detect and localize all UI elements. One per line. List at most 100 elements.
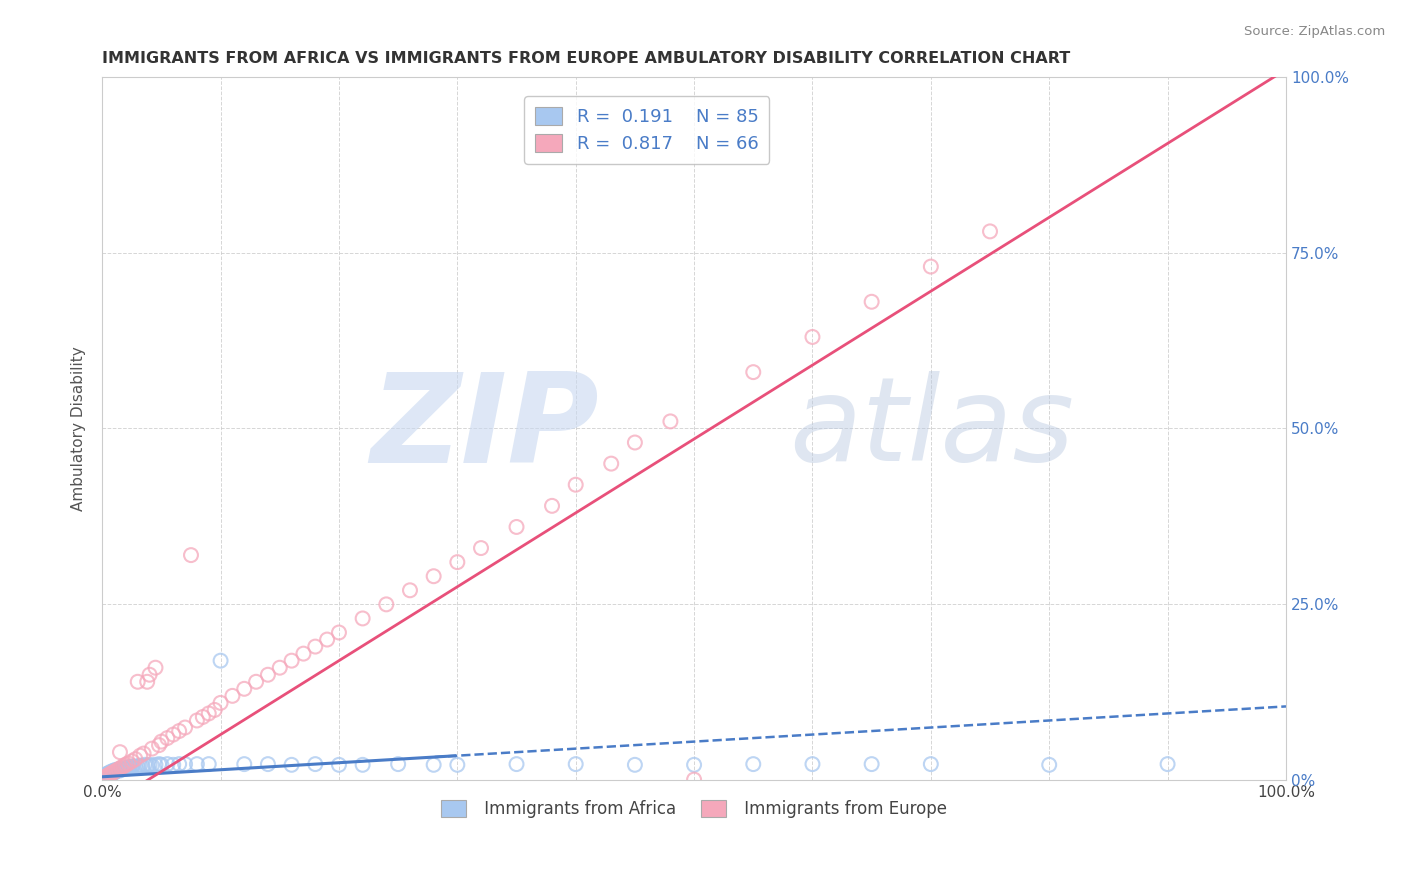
Point xyxy=(174,721,197,735)
Point xyxy=(103,764,125,779)
Point xyxy=(100,765,122,780)
Point xyxy=(100,767,122,781)
Point xyxy=(93,770,115,784)
Point xyxy=(624,757,647,772)
Point xyxy=(197,757,219,772)
Point xyxy=(920,757,942,772)
Point xyxy=(100,766,122,780)
Point xyxy=(115,761,138,775)
Point xyxy=(145,757,167,772)
Point xyxy=(683,772,706,787)
Point xyxy=(148,757,170,772)
Point xyxy=(280,757,302,772)
Point xyxy=(105,764,128,779)
Point xyxy=(121,754,143,768)
Point xyxy=(101,764,124,779)
Point xyxy=(683,757,706,772)
Point xyxy=(860,294,883,309)
Point xyxy=(103,764,125,778)
Point xyxy=(624,435,647,450)
Point xyxy=(136,674,159,689)
Point xyxy=(100,767,122,781)
Point xyxy=(209,654,232,668)
Point xyxy=(659,414,682,428)
Point xyxy=(257,667,280,681)
Point xyxy=(93,769,115,783)
Point xyxy=(93,772,115,787)
Point xyxy=(105,763,128,777)
Point xyxy=(97,766,120,780)
Point xyxy=(94,769,117,783)
Point xyxy=(191,710,214,724)
Point xyxy=(93,771,115,785)
Point xyxy=(304,757,326,772)
Point xyxy=(167,757,190,772)
Point xyxy=(107,762,129,776)
Point xyxy=(115,761,138,775)
Point xyxy=(100,767,122,781)
Point xyxy=(860,757,883,772)
Point xyxy=(97,772,120,786)
Point xyxy=(280,654,302,668)
Text: atlas: atlas xyxy=(789,371,1074,485)
Point xyxy=(96,767,118,781)
Point xyxy=(470,541,492,555)
Text: Source: ZipAtlas.com: Source: ZipAtlas.com xyxy=(1244,25,1385,38)
Point xyxy=(103,765,125,780)
Point xyxy=(221,689,243,703)
Point xyxy=(150,757,173,772)
Point xyxy=(446,555,468,569)
Point xyxy=(209,696,232,710)
Point xyxy=(145,661,167,675)
Point xyxy=(97,767,120,781)
Point xyxy=(100,764,122,779)
Point xyxy=(122,759,145,773)
Point xyxy=(115,757,138,772)
Point xyxy=(399,583,422,598)
Point xyxy=(108,745,131,759)
Point xyxy=(117,761,139,775)
Point xyxy=(110,761,132,775)
Point xyxy=(93,771,115,785)
Point xyxy=(979,224,1001,238)
Point xyxy=(117,756,139,771)
Point xyxy=(105,764,128,778)
Point xyxy=(98,767,121,781)
Point xyxy=(111,762,134,776)
Point xyxy=(129,748,152,763)
Point xyxy=(150,734,173,748)
Point xyxy=(136,758,159,772)
Point xyxy=(127,759,149,773)
Point xyxy=(742,365,765,379)
Point xyxy=(1156,757,1178,772)
Point xyxy=(121,760,143,774)
Point xyxy=(197,706,219,721)
Point xyxy=(100,766,122,780)
Point xyxy=(204,703,226,717)
Point xyxy=(93,772,115,786)
Point xyxy=(1038,757,1060,772)
Point xyxy=(97,769,120,783)
Point xyxy=(124,752,146,766)
Point xyxy=(422,569,444,583)
Point xyxy=(98,768,121,782)
Point xyxy=(141,741,163,756)
Point xyxy=(101,765,124,780)
Point xyxy=(96,770,118,784)
Point xyxy=(94,770,117,784)
Point xyxy=(131,759,153,773)
Point xyxy=(162,727,184,741)
Point xyxy=(801,757,824,772)
Point xyxy=(138,757,160,772)
Point xyxy=(141,758,163,772)
Point xyxy=(162,757,184,772)
Point xyxy=(156,731,179,745)
Point xyxy=(328,757,350,772)
Point xyxy=(134,757,156,772)
Point xyxy=(124,760,146,774)
Text: IMMIGRANTS FROM AFRICA VS IMMIGRANTS FROM EUROPE AMBULATORY DISABILITY CORRELATI: IMMIGRANTS FROM AFRICA VS IMMIGRANTS FRO… xyxy=(103,51,1070,66)
Point xyxy=(742,757,765,772)
Point xyxy=(132,747,155,761)
Point xyxy=(129,758,152,772)
Point xyxy=(104,764,127,779)
